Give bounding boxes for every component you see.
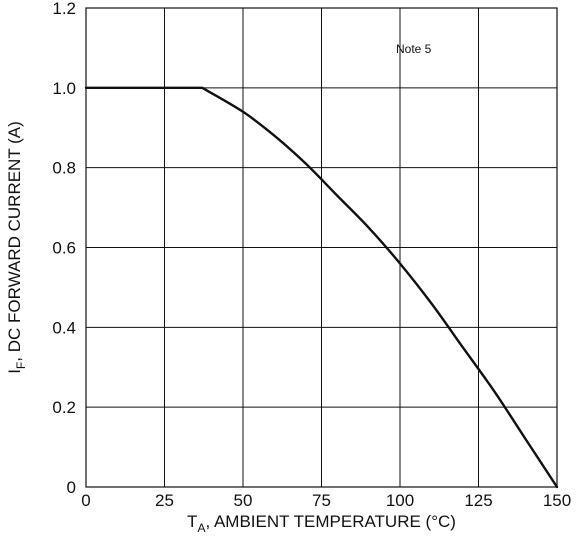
x-tick-labels: 0 25 50 75 100 125 150 [81,491,571,510]
x-tick-label: 25 [155,491,174,510]
x-axis-title-rest: , AMBIENT TEMPERATURE (°C) [205,512,456,531]
y-tick-labels: 0 0.2 0.4 0.6 0.8 1.0 1.2 [52,0,76,497]
x-tick-label: 0 [81,491,90,510]
x-axis-title: TA, AMBIENT TEMPERATURE (°C) [187,512,456,535]
y-tick-label: 0 [67,478,76,497]
y-tick-label: 0.2 [52,398,76,417]
y-axis-title: IF, DC FORWARD CURRENT (A) [5,121,28,374]
x-tick-label: 150 [543,491,571,510]
x-axis-title-main: T [187,512,197,531]
x-tick-label: 100 [386,491,414,510]
y-axis-title-subscript: F [14,362,28,369]
x-tick-label: 75 [312,491,331,510]
series-layer [84,86,559,489]
y-tick-label: 1.2 [52,0,76,18]
series-line-0 [84,86,559,489]
plot-frame [85,7,558,488]
y-tick-label: 0.6 [52,239,76,258]
y-tick-label: 0.4 [52,318,76,337]
note-annotation: Note 5 [396,42,432,56]
grid [85,7,558,488]
y-tick-label: 1.0 [52,79,76,98]
y-tick-label: 0.8 [52,159,76,178]
x-tick-label: 50 [234,491,253,510]
y-axis-title-rest: , DC FORWARD CURRENT (A) [5,121,24,362]
x-axis-title-subscript: A [197,521,205,535]
y-axis-title-main: I [5,369,24,374]
x-tick-label: 125 [464,491,492,510]
